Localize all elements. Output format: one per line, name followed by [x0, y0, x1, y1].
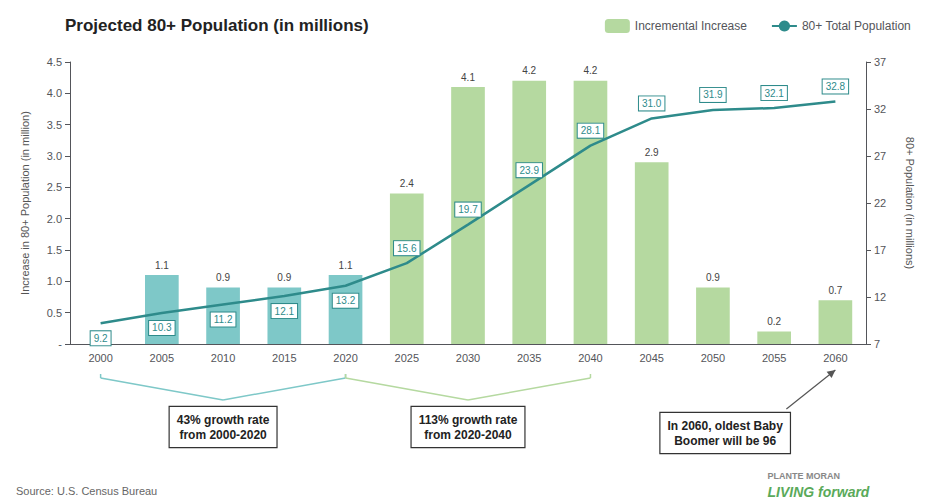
svg-text:2050: 2050 — [701, 352, 725, 364]
svg-text:2.9: 2.9 — [645, 147, 659, 158]
svg-text:Increase in 80+ Population (in: Increase in 80+ Population (in million) — [19, 111, 31, 295]
svg-text:from 2020-2040: from 2020-2040 — [424, 428, 512, 442]
svg-text:27: 27 — [874, 150, 886, 162]
svg-text:0.9: 0.9 — [706, 272, 720, 283]
svg-text:1.0: 1.0 — [47, 275, 62, 287]
svg-text:10.3: 10.3 — [152, 322, 172, 333]
svg-text:2.4: 2.4 — [400, 178, 414, 189]
svg-text:2030: 2030 — [456, 352, 480, 364]
svg-text:Projected 80+ Population (in m: Projected 80+ Population (in millions) — [65, 16, 369, 35]
svg-text:2005: 2005 — [150, 352, 174, 364]
svg-text:LIVING forward: LIVING forward — [768, 484, 870, 500]
svg-text:32.1: 32.1 — [764, 88, 784, 99]
svg-text:32: 32 — [874, 103, 886, 115]
svg-text:80+ Total Population: 80+ Total Population — [802, 19, 911, 33]
svg-text:9.2: 9.2 — [94, 333, 108, 344]
svg-text:4.0: 4.0 — [47, 87, 62, 99]
svg-text:2025: 2025 — [395, 352, 419, 364]
svg-text:1.1: 1.1 — [155, 260, 169, 271]
svg-text:37: 37 — [874, 56, 886, 68]
svg-text:2055: 2055 — [762, 352, 786, 364]
svg-text:11.2: 11.2 — [214, 314, 233, 325]
svg-text:1.1: 1.1 — [339, 260, 353, 271]
svg-text:-: - — [58, 338, 62, 350]
svg-text:0.9: 0.9 — [216, 272, 230, 283]
svg-text:7: 7 — [874, 338, 880, 350]
svg-text:12.1: 12.1 — [275, 306, 295, 317]
svg-text:31.9: 31.9 — [703, 89, 723, 100]
svg-text:2020: 2020 — [333, 352, 357, 364]
svg-text:0.5: 0.5 — [47, 307, 62, 319]
svg-text:31.0: 31.0 — [642, 98, 662, 109]
svg-text:22: 22 — [874, 197, 886, 209]
svg-text:23.9: 23.9 — [519, 165, 539, 176]
svg-text:2.0: 2.0 — [47, 213, 62, 225]
svg-text:0.2: 0.2 — [767, 316, 781, 327]
svg-text:3.0: 3.0 — [47, 150, 62, 162]
svg-text:28.1: 28.1 — [581, 125, 601, 136]
svg-text:PLANTE MORAN: PLANTE MORAN — [768, 471, 841, 481]
svg-text:4.5: 4.5 — [47, 56, 62, 68]
svg-text:Source: U.S. Census Bureau: Source: U.S. Census Bureau — [16, 485, 157, 497]
svg-text:from 2000-2020: from 2000-2020 — [179, 428, 267, 442]
svg-text:15.6: 15.6 — [397, 243, 417, 254]
svg-text:2000: 2000 — [88, 352, 112, 364]
svg-text:0.9: 0.9 — [277, 272, 291, 283]
svg-text:12: 12 — [874, 291, 886, 303]
svg-text:32.8: 32.8 — [826, 81, 846, 92]
svg-text:19.7: 19.7 — [458, 204, 478, 215]
svg-text:2060: 2060 — [823, 352, 847, 364]
svg-text:2045: 2045 — [639, 352, 663, 364]
svg-text:In 2060, oldest Baby: In 2060, oldest Baby — [667, 419, 783, 433]
svg-text:2040: 2040 — [578, 352, 602, 364]
svg-text:43% growth rate: 43% growth rate — [177, 413, 270, 427]
svg-text:13.2: 13.2 — [336, 295, 356, 306]
svg-text:1.5: 1.5 — [47, 244, 62, 256]
svg-text:4.2: 4.2 — [584, 65, 598, 76]
svg-text:4.2: 4.2 — [522, 65, 536, 76]
svg-text:0.7: 0.7 — [828, 285, 842, 296]
svg-text:Boomer will be 96: Boomer will be 96 — [674, 434, 776, 448]
svg-text:17: 17 — [874, 244, 886, 256]
svg-text:4.1: 4.1 — [461, 72, 475, 83]
svg-text:2015: 2015 — [272, 352, 296, 364]
svg-text:113% growth rate: 113% growth rate — [419, 413, 518, 427]
svg-text:80+ Population (in millions): 80+ Population (in millions) — [904, 137, 916, 269]
svg-text:2035: 2035 — [517, 352, 541, 364]
svg-text:Incremental Increase: Incremental Increase — [635, 19, 747, 33]
svg-text:2010: 2010 — [211, 352, 235, 364]
svg-text:2.5: 2.5 — [47, 181, 62, 193]
svg-text:3.5: 3.5 — [47, 119, 62, 131]
